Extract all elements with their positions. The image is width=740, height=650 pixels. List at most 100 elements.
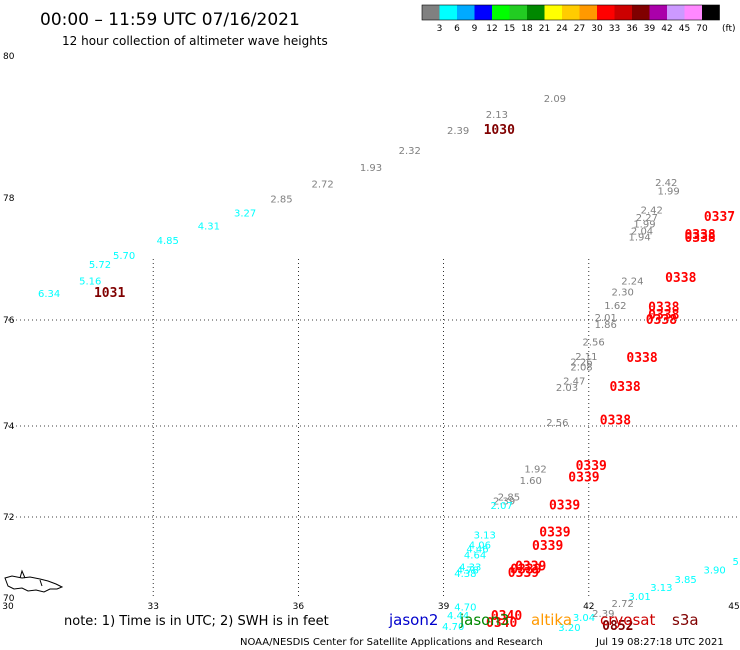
swh-label: 2.04 xyxy=(631,227,653,238)
swh-label: 1.93 xyxy=(360,163,382,174)
lat-tick-label: 70 xyxy=(3,594,15,604)
swh-label: 2.13 xyxy=(486,110,508,121)
swh-label: 2.09 xyxy=(544,94,566,105)
colorbar-swatch xyxy=(684,5,702,20)
swh-label: 2.39 xyxy=(447,126,469,137)
time-label: 0340 xyxy=(491,609,522,624)
swh-label: 2.26 xyxy=(570,358,592,369)
swh-label: 2.72 xyxy=(311,179,333,190)
time-label: 0339 xyxy=(568,471,599,486)
swh-label: 4.33 xyxy=(459,562,481,573)
colorbar-swatch xyxy=(492,5,510,20)
lat-tick-label: 74 xyxy=(3,422,15,432)
swh-label: 1.99 xyxy=(658,186,680,197)
time-label: 0339 xyxy=(549,499,580,514)
swh-label: 2.11 xyxy=(575,352,597,363)
colorbar-label: 18 xyxy=(521,24,533,34)
swh-label: 3.13 xyxy=(474,530,496,541)
swh-label: 1.62 xyxy=(604,301,626,312)
swh-label: 3.01 xyxy=(628,592,650,603)
lat-lon-grid xyxy=(8,259,740,598)
time-label: 0337 xyxy=(704,210,735,225)
swh-label: 2.03 xyxy=(556,383,578,394)
swh-label: 1.92 xyxy=(524,464,546,475)
swh-label: 2.01 xyxy=(595,313,617,324)
colorbar-swatch xyxy=(544,5,562,20)
colorbar-label: 3 xyxy=(437,24,443,34)
colorbar-swatch xyxy=(457,5,475,20)
colorbar-label: 39 xyxy=(644,24,656,34)
swh-label: 3.20 xyxy=(558,623,580,634)
swh-label: 4.85 xyxy=(157,236,179,247)
swh-label: 4.78 xyxy=(457,566,479,577)
colorbar-label: 30 xyxy=(591,24,603,34)
colorbar-swatch xyxy=(562,5,580,20)
colorbar-label: 27 xyxy=(574,24,585,34)
time-label: 0338 xyxy=(648,308,679,323)
colorbar-swatch xyxy=(632,5,650,20)
colorbar-swatch xyxy=(597,5,615,20)
time-label: 1030 xyxy=(484,123,515,138)
time-labels-layer: 1031103003370338033803380338033803380338… xyxy=(94,123,735,634)
time-label: 0338 xyxy=(609,380,640,395)
time-label: 0339 xyxy=(508,566,539,581)
colorbar-frame xyxy=(421,4,720,21)
colorbar-swatch xyxy=(579,5,597,20)
swh-label: 2.42 xyxy=(655,178,677,189)
colorbar-label: 24 xyxy=(556,24,568,34)
lon-tick-label: 36 xyxy=(293,602,305,612)
time-label: 0340 xyxy=(486,616,517,631)
footer-timestamp: Jul 19 08:27:18 UTC 2021 xyxy=(595,637,724,648)
swh-label: 2.85 xyxy=(270,194,292,205)
time-label: 0338 xyxy=(626,351,657,366)
swh-label: 3.04 xyxy=(573,613,595,624)
swh-labels-layer: 6.34 5.16 5.725.70 4.85 4.31 3.27 2.85 2.72 1.93… xyxy=(38,94,740,634)
colorbar-label: 12 xyxy=(486,24,497,34)
time-label: 0339 xyxy=(532,539,563,554)
time-label: 1031 xyxy=(94,286,125,301)
time-label: 0338 xyxy=(646,313,677,328)
time-label: 0338 xyxy=(600,413,631,428)
colorbar-label: 42 xyxy=(661,24,672,34)
time-label: 0338 xyxy=(684,231,715,246)
swh-label: 3.90 xyxy=(704,566,726,577)
page-title: 00:00 – 11:59 UTC 07/16/2021 xyxy=(40,10,300,30)
swh-label: 2.27 xyxy=(636,213,658,224)
colorbar-swatch xyxy=(649,5,667,20)
page-subtitle: 12 hour collection of altimeter wave hei… xyxy=(62,34,328,48)
lon-tick-label: 42 xyxy=(583,602,594,612)
swh-label: 5.70 xyxy=(113,251,135,262)
swh-label: 5.16 xyxy=(79,277,101,288)
colorbar-swatch xyxy=(527,5,545,20)
lat-tick-label: 76 xyxy=(3,316,15,326)
swh-label: 2.56 xyxy=(583,337,605,348)
time-label: 0852 xyxy=(602,619,633,634)
lat-tick-label: 78 xyxy=(3,194,15,204)
time-label: 0338 xyxy=(648,300,679,315)
colorbar-swatch xyxy=(422,5,440,20)
swh-label: 6.34 xyxy=(38,289,60,300)
axis-tick-labels: 30 33 36 39 42 45 80 78 76 74 72 70 xyxy=(2,52,739,612)
swh-label: 1.86 xyxy=(595,320,617,331)
time-label: 0338 xyxy=(684,228,715,243)
satellite-legend-item: s3a xyxy=(672,611,699,629)
time-label: 0339 xyxy=(515,559,546,574)
footer-credit: NOAA/NESDIS Center for Satellite Applica… xyxy=(240,637,543,648)
swh-label: 2.30 xyxy=(612,288,634,299)
satellite-legend: jason2 jason3 altika cryosat s3a xyxy=(388,611,699,629)
colorbar-swatch xyxy=(509,5,527,20)
swh-label: 2.72 xyxy=(612,599,634,610)
colorbar-label: 33 xyxy=(609,24,620,34)
colorbar-swatch xyxy=(614,5,632,20)
lon-tick-label: 30 xyxy=(2,602,14,612)
colorbar-unit: (ft) xyxy=(722,24,736,34)
footer-note: note: 1) Time is in UTC; 2) SWH is in fe… xyxy=(64,614,329,629)
colorbar-legend: 3 6 9 12 15 18 21 24 27 30 33 36 39 42 45 70 (ft) xyxy=(421,4,736,34)
lat-tick-label: 80 xyxy=(3,52,15,62)
lon-tick-label: 39 xyxy=(438,602,450,612)
swh-label: 2.39 xyxy=(493,496,515,507)
swh-label: 1.94 xyxy=(628,233,650,244)
satellite-legend-item: altika xyxy=(531,611,572,629)
swh-label: 2.08 xyxy=(570,362,592,373)
